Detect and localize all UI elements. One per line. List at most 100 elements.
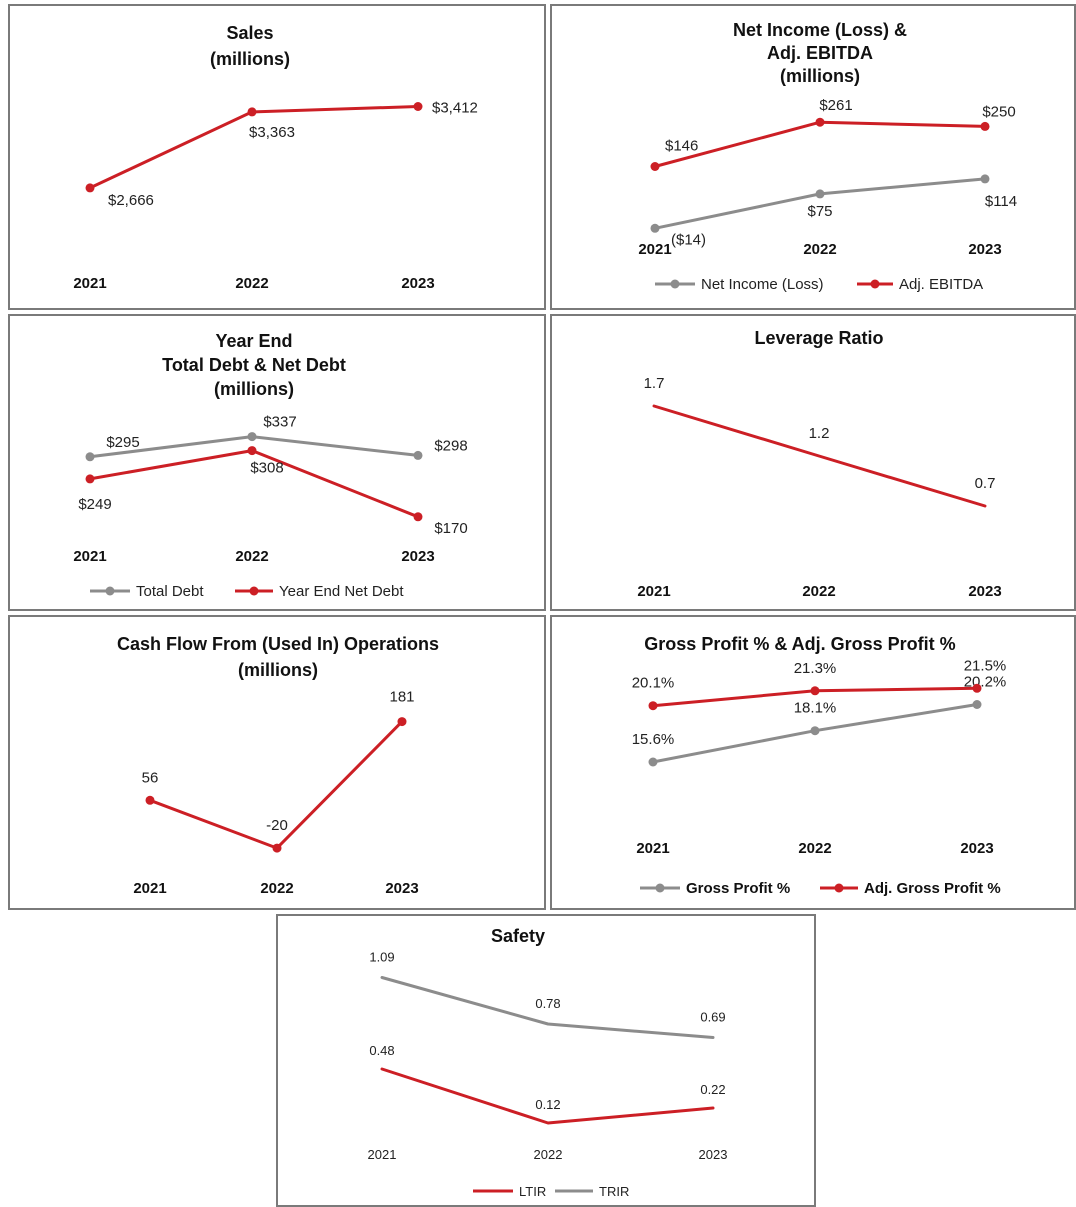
data-label: $295 [106, 434, 139, 451]
chart-title-line: Sales [226, 23, 273, 43]
legend-label: LTIR [519, 1184, 546, 1199]
safety-chart-panel: Safety 2021 2022 2023 0.48 0.12 0.22 1.09 0.78 0.… [276, 914, 816, 1207]
legend-swatch-marker [870, 279, 880, 289]
legend-swatch-marker [834, 883, 844, 893]
debt-chart-panel: Year End Total Debt & Net Debt (millions) 2… [8, 314, 546, 611]
legend-swatch-marker [670, 279, 680, 289]
x-tick-label: 2023 [385, 880, 418, 897]
gross-profit-chart-panel: Gross Profit % & Adj. Gross Profit % 2021… [550, 615, 1076, 910]
debt-chart: Year End Total Debt & Net Debt (millions) 2… [73, 331, 467, 600]
chart-title-line: (millions) [780, 66, 860, 86]
data-point [85, 183, 95, 193]
legend-label: Adj. EBITDA [899, 276, 983, 293]
data-label: 18.1% [794, 700, 837, 717]
cash-flow-chart: Cash Flow From (Used In) Operations (mill… [117, 634, 439, 897]
chart-title-line: Adj. EBITDA [767, 43, 873, 63]
data-label: 15.6% [632, 731, 675, 748]
leverage-chart-panel: Leverage Ratio 2021 2022 2023 1.7 1.2 0.7 [550, 314, 1076, 611]
chart-title-line: (millions) [238, 660, 318, 680]
data-point [247, 432, 257, 442]
legend-label: TRIR [599, 1184, 629, 1199]
data-point [972, 700, 982, 709]
chart-title-line: Cash Flow From (Used In) Operations [117, 634, 439, 654]
legend-swatch-marker [249, 586, 259, 596]
cash-flow-chart-panel: Cash Flow From (Used In) Operations (mill… [8, 615, 546, 910]
x-tick-label: 2022 [803, 241, 836, 258]
gross-profit-chart: Gross Profit % & Adj. Gross Profit % 2021… [632, 634, 1007, 897]
x-tick-label: 2022 [235, 548, 268, 565]
data-point [272, 843, 282, 853]
net-income-chart-panel: Net Income (Loss) & Adj. EBITDA (millions)… [550, 4, 1076, 310]
x-tick-label: 2021 [73, 548, 106, 565]
data-label: 21.3% [794, 660, 837, 677]
chart-title-line: (millions) [214, 379, 294, 399]
x-tick-label: 2023 [401, 275, 434, 292]
legend-label: Gross Profit % [686, 880, 790, 897]
safety-chart: Safety 2021 2022 2023 0.48 0.12 0.22 1.09 0.78 0.… [368, 926, 728, 1199]
chart-title-line: Net Income (Loss) & [733, 20, 907, 40]
x-tick-label: 2023 [960, 840, 993, 857]
x-tick-label: 2021 [133, 880, 166, 897]
data-label: 1.2 [809, 425, 830, 442]
data-label: 0.48 [369, 1043, 394, 1058]
data-label: $308 [250, 460, 283, 477]
x-tick-label: 2021 [368, 1147, 397, 1162]
legend-label: Adj. Gross Profit % [864, 880, 1001, 897]
data-label: 1.09 [369, 950, 394, 965]
data-label: $337 [263, 414, 296, 431]
data-point [810, 726, 820, 736]
legend-label: Net Income (Loss) [701, 276, 824, 293]
legend-swatch-marker [105, 586, 115, 596]
legend-label: Year End Net Debt [279, 583, 404, 600]
data-point [413, 450, 423, 460]
series-line [88, 105, 420, 190]
data-label: $298 [434, 437, 467, 454]
data-label: $2,666 [108, 192, 154, 209]
data-label: 21.5% [964, 657, 1007, 674]
data-label: 0.7 [975, 475, 996, 492]
data-point [648, 701, 658, 711]
data-label: 0.78 [535, 996, 560, 1011]
data-point [413, 102, 423, 111]
chart-title-line: Year End [215, 331, 292, 351]
x-tick-label: 2021 [638, 241, 671, 258]
data-point [815, 117, 825, 127]
data-point [85, 474, 95, 484]
x-tick-label: 2023 [699, 1147, 728, 1162]
x-tick-label: 2022 [802, 583, 835, 600]
data-label: 1.7 [644, 375, 665, 392]
sales-chart-panel: Sales (millions) 2021 2022 2023 $2,666 $3,363 $… [8, 4, 546, 310]
data-label: $170 [434, 520, 467, 537]
data-label: $146 [665, 138, 698, 155]
data-point [650, 162, 660, 171]
data-label: 0.12 [535, 1097, 560, 1112]
data-point [815, 189, 825, 199]
sales-chart: Sales (millions) 2021 2022 2023 $2,666 $3,363 $… [73, 23, 478, 292]
x-tick-label: 2021 [73, 275, 106, 292]
data-label: $75 [807, 203, 832, 220]
series-line [653, 120, 987, 168]
data-point [980, 121, 990, 131]
data-label: 181 [389, 689, 414, 706]
x-tick-label: 2022 [534, 1147, 563, 1162]
x-tick-label: 2022 [260, 880, 293, 897]
chart-title-line: Safety [491, 926, 545, 946]
data-label: $249 [78, 496, 111, 513]
data-point [145, 795, 155, 805]
data-label: 20.1% [632, 675, 675, 692]
data-label: $261 [819, 97, 852, 114]
data-point [648, 757, 658, 767]
data-point [650, 223, 660, 233]
chart-title-line: (millions) [210, 49, 290, 69]
net-income-chart: Net Income (Loss) & Adj. EBITDA (millions)… [638, 20, 1017, 293]
data-point [397, 717, 407, 727]
data-label: ($14) [671, 231, 706, 248]
data-point [247, 107, 257, 117]
data-label: 0.69 [700, 1010, 725, 1025]
data-point [413, 512, 423, 522]
chart-title-line: Total Debt & Net Debt [162, 355, 346, 375]
data-label: $114 [985, 193, 1017, 210]
x-tick-label: 2022 [798, 840, 831, 857]
x-tick-label: 2021 [636, 840, 669, 857]
x-tick-label: 2023 [968, 241, 1001, 258]
